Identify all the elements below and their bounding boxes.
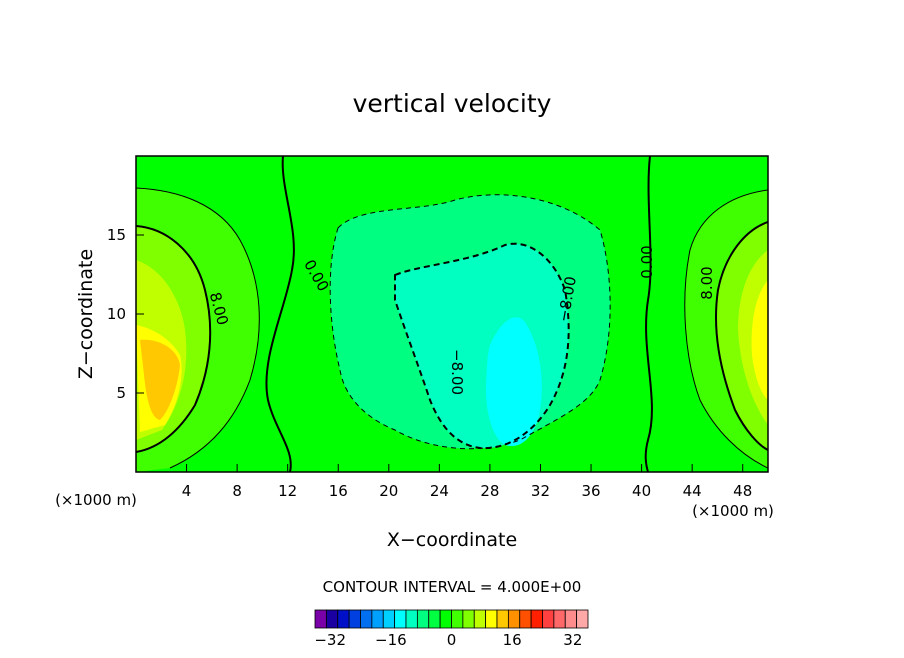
colorbar-swatch <box>530 609 543 629</box>
colorbar-swatch <box>428 609 441 629</box>
colorbar-swatch <box>485 609 498 629</box>
zero-contour-right <box>644 156 653 472</box>
colorbar-swatch <box>405 609 418 629</box>
colorbar-swatch <box>542 609 555 629</box>
colorbar-swatch <box>496 609 509 629</box>
contour-label-pos-right: 8.00 <box>698 266 716 299</box>
y-tick-label: 10 <box>107 305 126 323</box>
positive-left-peak <box>140 339 180 420</box>
x-tick-label: 32 <box>531 482 550 500</box>
x-tick-label: 16 <box>329 482 348 500</box>
colorbar-swatch <box>325 609 339 629</box>
colorbar-swatch <box>394 609 407 629</box>
x-unit-right: (×1000 m) <box>692 502 774 520</box>
colorbar <box>314 609 589 629</box>
x-tick-label: 36 <box>581 482 600 500</box>
zero-contour-left <box>265 156 295 472</box>
colorbar-swatch <box>473 609 487 629</box>
contour-field: 0.00 0.00 8.00 8.00 −8.00 −8.00 <box>136 156 768 472</box>
colorbar-swatch <box>462 609 475 629</box>
x-tick-label: 40 <box>632 482 651 500</box>
y-ticks: 5 10 15 <box>107 226 144 402</box>
x-ticks: 4 8 12 16 20 24 28 32 36 40 44 48 <box>182 464 752 500</box>
x-tick-label: 28 <box>480 482 499 500</box>
colorbar-swatch <box>360 609 373 629</box>
colorbar-swatch <box>348 609 361 629</box>
colorbar-swatch <box>314 609 327 629</box>
thin-contour-left <box>136 187 260 469</box>
negative-contour-thin <box>329 194 611 450</box>
colorbar-tick-label: 32 <box>563 631 582 649</box>
x-tick-label: 48 <box>733 482 752 500</box>
positive-right-high <box>751 280 768 400</box>
colorbar-swatch <box>416 609 430 629</box>
colorbar-swatch <box>553 609 566 629</box>
colorbar-labels: −32 −16 0 16 32 <box>314 631 582 649</box>
contour-label-neg-center: −8.00 <box>448 349 466 395</box>
y-tick-label: 15 <box>107 226 126 244</box>
colorbar-tick-label: 0 <box>447 631 457 649</box>
colorbar-tick-label: −32 <box>314 631 346 649</box>
x-tick-label: 44 <box>683 482 702 500</box>
positive-contour-left <box>136 225 212 453</box>
x-tick-label: 20 <box>379 482 398 500</box>
colorbar-swatch <box>439 609 452 629</box>
x-tick-label: 8 <box>232 482 242 500</box>
colorbar-swatch <box>382 609 396 629</box>
x-axis-label: X−coordinate <box>387 529 517 551</box>
negative-contour-center <box>394 242 570 450</box>
colorbar-swatch <box>576 609 589 629</box>
colorbar-swatch <box>564 609 578 629</box>
x-tick-label: 24 <box>430 482 449 500</box>
negative-region-core <box>485 317 542 447</box>
colorbar-swatch <box>507 609 521 629</box>
contour-label-zero-right: 0.00 <box>638 245 656 278</box>
chart-title: vertical velocity <box>353 89 552 118</box>
positive-contour-right <box>715 221 768 451</box>
thin-contour-right <box>684 189 768 469</box>
contour-interval: CONTOUR INTERVAL = 4.000E+00 <box>323 578 582 596</box>
y-axis-label: Z−coordinate <box>75 249 97 379</box>
colorbar-swatch <box>519 609 532 629</box>
colorbar-swatch <box>371 609 384 629</box>
colorbar-tick-label: −16 <box>375 631 407 649</box>
x-tick-label: 12 <box>278 482 297 500</box>
y-tick-label: 5 <box>116 384 126 402</box>
colorbar-tick-label: 16 <box>503 631 522 649</box>
colorbar-swatch <box>451 609 464 629</box>
colorbar-swatch <box>337 609 350 629</box>
x-unit-left: (×1000 m) <box>55 491 137 509</box>
x-tick-label: 4 <box>182 482 192 500</box>
